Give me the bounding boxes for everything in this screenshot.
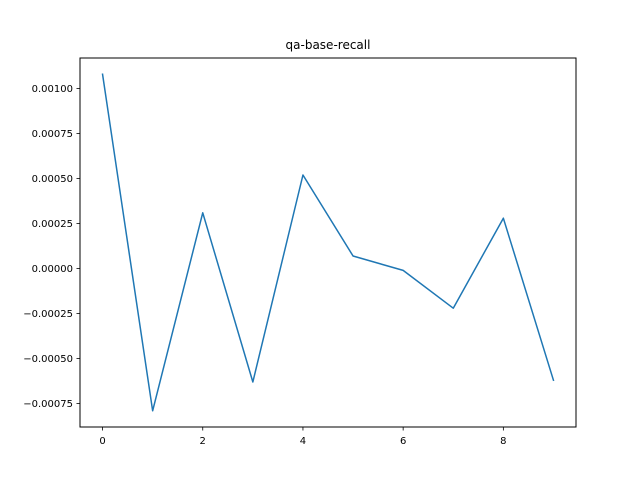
x-tick-label: 2 bbox=[200, 436, 206, 447]
y-tick-label: 0.00000 bbox=[32, 264, 73, 275]
y-tick-label: −0.00050 bbox=[23, 354, 73, 365]
y-tick-label: 0.00075 bbox=[32, 129, 73, 140]
series-layer bbox=[101, 73, 555, 412]
x-tick-label: 4 bbox=[300, 436, 306, 447]
series-line bbox=[101, 73, 555, 412]
y-tick-label: 0.00100 bbox=[32, 84, 73, 95]
chart-title: qa-base-recall bbox=[286, 38, 371, 52]
y-tick-label: 0.00025 bbox=[32, 219, 73, 230]
x-axis: 0 2 4 6 8 bbox=[99, 427, 507, 447]
plot-frame bbox=[79, 57, 577, 428]
y-axis: −0.00075 −0.00050 −0.00025 0.00000 0.00025 0.… bbox=[23, 84, 80, 410]
y-tick-label: −0.00075 bbox=[23, 399, 73, 410]
x-tick-label: 6 bbox=[400, 436, 406, 447]
y-tick-label: −0.00025 bbox=[23, 309, 73, 320]
y-tick-label: 0.00050 bbox=[32, 174, 73, 185]
x-tick-label: 8 bbox=[500, 436, 506, 447]
x-tick-label: 0 bbox=[99, 436, 105, 447]
